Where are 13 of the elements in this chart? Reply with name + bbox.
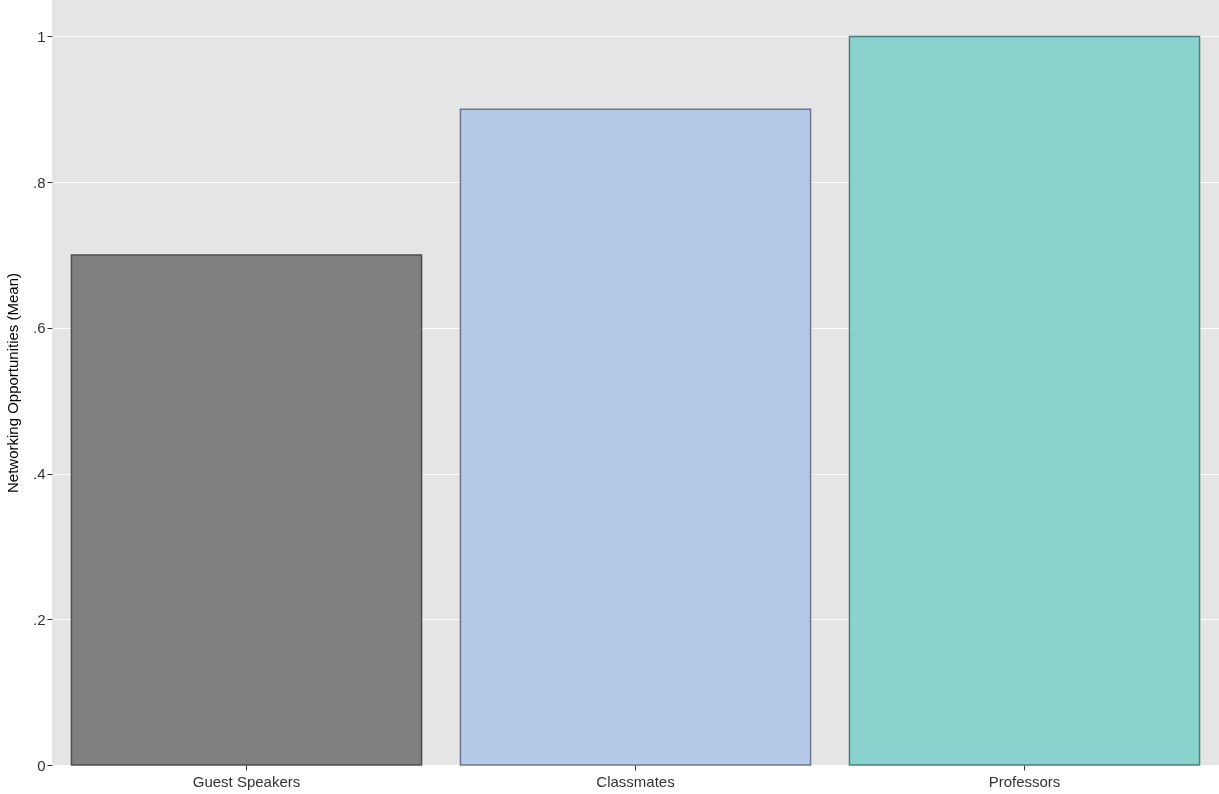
y-tick-label: .2 (32, 610, 46, 628)
x-tick-label: Guest Speakers (192, 772, 301, 790)
y-tick-label: .4 (32, 465, 46, 483)
y-axis-title: Networking Opportunities (Mean) (3, 272, 21, 494)
bar (459, 108, 812, 766)
x-tick-label: Professors (988, 772, 1061, 790)
x-tick-label: Classmates (596, 772, 675, 790)
bar (848, 35, 1201, 766)
y-tick-label: 1 (37, 27, 46, 45)
y-tick-label: .6 (32, 319, 46, 337)
bar (70, 254, 423, 766)
y-tick-label: 0 (37, 756, 46, 774)
y-tick-label: .8 (32, 173, 46, 191)
